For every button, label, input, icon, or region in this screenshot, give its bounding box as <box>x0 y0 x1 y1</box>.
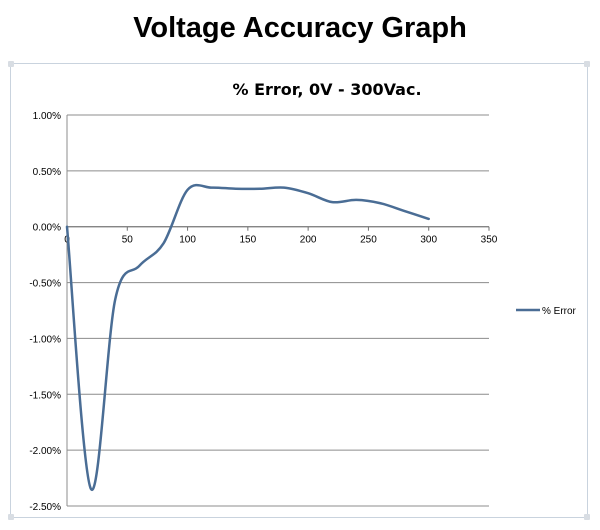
chart-frame <box>8 61 590 520</box>
y-tick-label: -2.50% <box>29 502 61 513</box>
y-tick-label: -1.50% <box>29 390 61 401</box>
x-tick-label: 300 <box>420 235 437 246</box>
gridlines <box>67 114 489 507</box>
frame-handle-bottom-right[interactable] <box>584 514 590 520</box>
y-tick-label: 0.00% <box>33 223 61 234</box>
x-tick-label: 200 <box>300 235 317 246</box>
frame-handle-top-right[interactable] <box>584 61 590 67</box>
series-lines <box>65 183 430 491</box>
y-tick-label: 1.00% <box>33 111 61 122</box>
tick-labels: 1.00% 0.50% 0.00% -0.50% -1.00% -1.50% -2.00% -… <box>29 111 497 513</box>
legend-label: % Error <box>542 306 577 317</box>
x-tick-label: 50 <box>122 235 134 246</box>
y-tick-label: 0.50% <box>33 167 61 178</box>
y-tick-label: -2.00% <box>29 446 61 457</box>
legend: % Error <box>516 306 577 317</box>
y-tick-label: -0.50% <box>29 279 61 290</box>
x-tick-label: 250 <box>360 235 377 246</box>
x-tick-label: 100 <box>179 235 196 246</box>
x-tick-label: 150 <box>240 235 257 246</box>
y-tick-label: -1.00% <box>29 334 61 345</box>
axes <box>66 115 490 506</box>
page-title: Voltage Accuracy Graph <box>133 12 467 44</box>
chart-title: % Error, 0V - 300Vac. <box>232 80 421 99</box>
frame-handle-bottom-left[interactable] <box>8 514 14 520</box>
series-line-0[interactable] <box>65 183 430 491</box>
x-tick-label: 350 <box>481 235 498 246</box>
frame-handle-top-left[interactable] <box>8 61 14 67</box>
